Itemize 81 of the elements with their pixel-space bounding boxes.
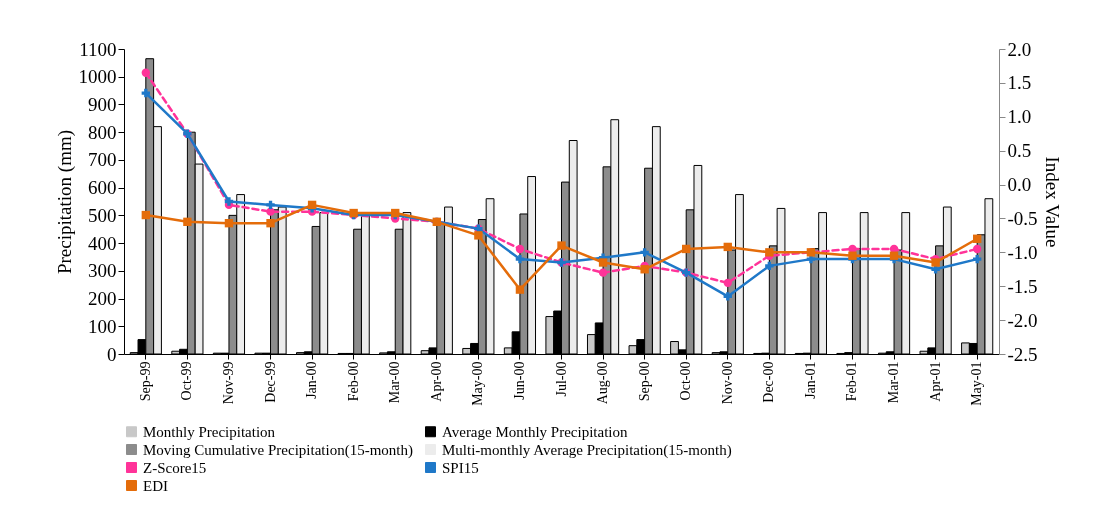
x-tick-label: Jan-00 (304, 361, 320, 399)
point (972, 254, 982, 264)
x-tick-label: Sep-00 (636, 361, 652, 402)
y2-tick-label: 2.0 (1007, 38, 1032, 60)
y-tick-label: 1000 (78, 66, 117, 88)
point (224, 197, 234, 206)
y2-tick-label: 0.0 (1007, 174, 1032, 196)
legend-label: SPI15 (442, 459, 479, 476)
y2-tick-label: 1.5 (1007, 72, 1032, 94)
x-tick-label: Sep-99 (137, 361, 153, 402)
point (141, 88, 151, 98)
x-tick-label: Feb-00 (345, 361, 361, 402)
point (765, 261, 774, 271)
y-tick-label: 800 (88, 121, 117, 143)
point (141, 68, 151, 77)
y-tick-label: 300 (88, 260, 117, 282)
x-tick-label: Aug-00 (595, 361, 611, 405)
y-tick-label: 0 (107, 343, 117, 365)
legend-label: Average Monthly Precipitation (442, 423, 629, 440)
legend-label: EDI (143, 477, 168, 494)
point (723, 242, 732, 252)
y-tick-label: 100 (88, 315, 117, 337)
y2-tick-label: -0.5 (1007, 207, 1038, 229)
point (848, 251, 857, 260)
point (266, 219, 275, 228)
point (972, 234, 982, 243)
point (972, 244, 982, 254)
point (598, 268, 608, 277)
x-tick-label: May-00 (470, 361, 486, 406)
y-tick-label: 900 (88, 93, 117, 115)
legend-label: Moving Cumulative Precipitation(15-month) (143, 441, 413, 459)
x-tick-label: Feb-01 (844, 361, 860, 402)
x-tick-label: Dec-00 (761, 361, 777, 403)
y-tick-label: 1100 (79, 38, 117, 60)
point (141, 210, 151, 220)
point (515, 285, 525, 294)
point (515, 244, 525, 254)
y2-tick-label: -1.0 (1007, 241, 1038, 263)
y-tick-label: 200 (88, 288, 117, 310)
x-tick-label: May-01 (969, 361, 985, 406)
x-tick-label: Oct-99 (179, 361, 195, 401)
y2-tick-label: 1.0 (1007, 106, 1032, 128)
y-axis-title: Precipitation (mm) (53, 129, 76, 275)
point (723, 278, 732, 288)
point (640, 265, 649, 274)
y2-tick-label: 0.5 (1007, 140, 1032, 162)
x-tick-label: Nov-00 (719, 361, 735, 405)
point (474, 231, 483, 240)
y-tick-label: 600 (88, 177, 117, 199)
legend-label: Z-Score15 (143, 459, 207, 476)
legend-label: Multi-monthly Average Precipitation(15-month) (442, 441, 732, 459)
x-tick-label: Mar-01 (886, 361, 902, 404)
x-tick-label: Apr-01 (927, 361, 943, 402)
y-tick-label: 400 (88, 232, 117, 254)
point (557, 241, 566, 250)
x-tick-label: Nov-99 (220, 361, 236, 405)
legend-label: Monthly Precipitation (143, 423, 276, 440)
point (889, 251, 899, 260)
point (598, 258, 608, 267)
y2-tick-label: -2.0 (1007, 309, 1038, 331)
y-tick-label: 700 (88, 149, 117, 171)
point (682, 244, 691, 254)
y-tick-label: 500 (88, 204, 117, 226)
y2-tick-label: -1.5 (1007, 275, 1038, 297)
point (266, 200, 275, 210)
point (307, 200, 317, 210)
x-tick-label: Jul-00 (553, 361, 569, 397)
y2-tick-label: -2.5 (1007, 343, 1038, 365)
x-tick-label: Dec-99 (262, 361, 278, 403)
point (224, 219, 234, 228)
point (640, 248, 649, 257)
point (183, 217, 192, 227)
point (723, 292, 732, 301)
point (515, 254, 525, 264)
y2-axis-title: Index Value (1041, 156, 1063, 248)
x-tick-label: Jan-01 (802, 361, 818, 399)
x-tick-label: Apr-00 (428, 361, 444, 402)
x-tick-label: Jun-00 (511, 361, 527, 400)
point (931, 258, 940, 267)
x-tick-label: Oct-00 (678, 361, 694, 401)
x-tick-label: Mar-00 (387, 361, 403, 404)
